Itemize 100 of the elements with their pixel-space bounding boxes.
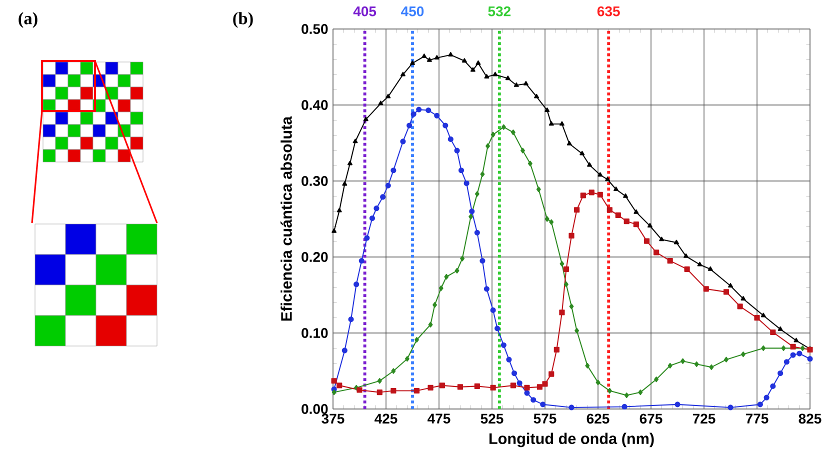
point <box>770 329 776 336</box>
point <box>490 307 496 314</box>
point <box>668 362 672 368</box>
x-tick-label: 825 <box>798 414 822 424</box>
point <box>580 192 586 198</box>
point <box>385 182 391 188</box>
point <box>654 250 660 256</box>
point <box>728 283 734 288</box>
point <box>422 54 427 58</box>
point <box>486 143 490 149</box>
point <box>490 384 496 391</box>
point <box>569 304 574 310</box>
point <box>404 356 410 362</box>
x-tick-label: 525 <box>480 414 504 424</box>
point <box>492 72 498 76</box>
point <box>606 207 612 213</box>
ref-line-label: 532 <box>488 6 511 16</box>
point <box>484 286 490 292</box>
point <box>356 387 362 393</box>
point <box>564 282 568 288</box>
point <box>778 370 784 376</box>
point <box>800 345 805 351</box>
point <box>354 282 360 288</box>
point <box>444 274 449 280</box>
point <box>391 368 396 374</box>
point <box>510 382 516 388</box>
point <box>737 304 743 310</box>
point <box>587 162 592 167</box>
x-axis-title: Longitud de onda (nm) <box>489 432 654 448</box>
point <box>574 207 580 213</box>
point <box>386 94 391 98</box>
x-tick-label: 475 <box>428 414 450 424</box>
point <box>434 55 440 60</box>
point <box>724 356 729 362</box>
y-tick-label: 0.00 <box>302 404 328 414</box>
point <box>740 296 746 300</box>
x-tick-label: 675 <box>640 414 662 424</box>
point <box>410 60 416 65</box>
point <box>778 326 783 331</box>
point <box>794 338 799 342</box>
point <box>790 344 796 350</box>
ref-line-label: 450 <box>401 6 424 16</box>
point <box>448 52 454 57</box>
point <box>460 256 465 262</box>
point <box>605 176 610 182</box>
point <box>428 322 433 328</box>
point <box>480 171 485 177</box>
ref-line-label: 405 <box>353 6 376 16</box>
point <box>598 172 603 177</box>
point <box>784 359 790 365</box>
point <box>377 378 382 384</box>
x-tick-label: 575 <box>534 414 556 424</box>
point <box>438 285 444 291</box>
point <box>536 186 541 192</box>
x-tick-label: 625 <box>586 414 610 424</box>
point <box>378 100 384 106</box>
point <box>530 397 536 403</box>
point <box>331 378 337 384</box>
point <box>369 215 376 222</box>
point <box>548 371 554 377</box>
point <box>474 383 480 389</box>
point <box>500 342 506 348</box>
point <box>428 384 434 391</box>
point <box>528 160 532 166</box>
point <box>432 302 437 308</box>
y-axis-title: Eficiencia cuántica absoluta <box>280 116 292 321</box>
point <box>380 194 386 200</box>
point <box>352 138 358 144</box>
y-tick-label: 0.40 <box>302 100 328 110</box>
point <box>638 389 643 396</box>
point <box>524 384 530 391</box>
point <box>708 266 713 271</box>
point <box>588 190 594 196</box>
point <box>790 352 796 358</box>
point <box>549 219 554 225</box>
point <box>523 80 528 86</box>
point <box>781 345 786 351</box>
point <box>336 382 342 388</box>
point <box>474 191 480 197</box>
point <box>633 222 639 228</box>
point <box>559 121 564 126</box>
point <box>342 348 348 354</box>
point <box>559 310 565 316</box>
point <box>580 150 585 156</box>
point <box>454 148 460 154</box>
point <box>542 381 548 387</box>
x-tick-label: 725 <box>692 414 716 424</box>
point <box>757 402 763 408</box>
point <box>470 67 476 72</box>
point <box>667 258 673 264</box>
point <box>760 312 766 318</box>
y-tick-label: 0.20 <box>302 252 328 262</box>
point <box>674 402 680 408</box>
point <box>457 384 464 390</box>
point <box>807 356 813 362</box>
point <box>348 316 354 322</box>
point <box>410 111 416 117</box>
point <box>659 236 664 242</box>
point <box>568 232 574 239</box>
point <box>524 390 530 396</box>
